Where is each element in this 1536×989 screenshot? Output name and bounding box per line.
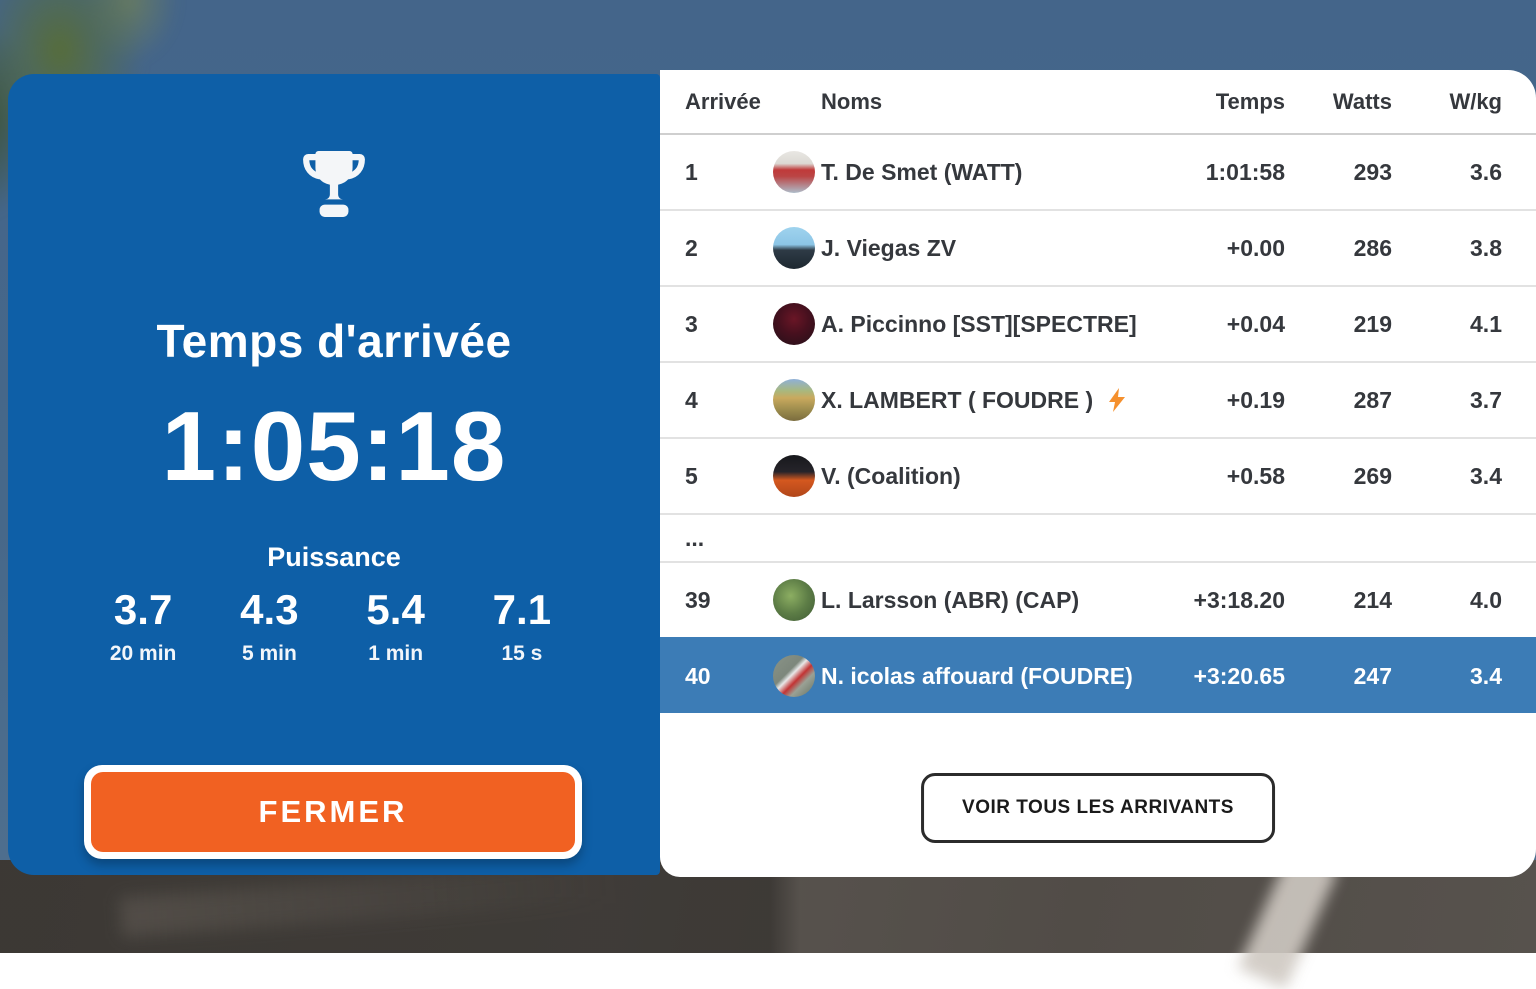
rider-name: J. Viegas ZV: [821, 235, 956, 262]
rider-avatar: [773, 227, 815, 269]
rider-name: L. Larsson (ABR) (CAP): [821, 587, 1079, 614]
table-header: Arrivée Noms Temps Watts W/kg: [660, 70, 1536, 133]
power-label: 5 min: [206, 642, 332, 666]
position-value: 39: [685, 587, 773, 614]
watts-value: 293: [1285, 159, 1392, 186]
rider-name: A. Piccinno [SST][SPECTRE]: [821, 311, 1137, 338]
header-wkg: W/kg: [1392, 89, 1502, 115]
table-row-3[interactable]: 3 A. Piccinno [SST][SPECTRE] +0.04 219 4…: [660, 285, 1536, 361]
rider-name: X. LAMBERT ( FOUDRE ): [821, 387, 1093, 414]
position-value: 1: [685, 159, 773, 186]
table-row-ellipsis: ...: [660, 513, 1536, 561]
watts-value: 286: [1285, 235, 1392, 262]
time-value: +0.04: [1165, 311, 1285, 338]
time-value: +0.58: [1165, 463, 1285, 490]
rider-avatar: [773, 303, 815, 345]
time-value: 1:01:58: [1165, 159, 1285, 186]
rider-name: T. De Smet (WATT): [821, 159, 1022, 186]
position-value: 5: [685, 463, 773, 490]
power-label: 20 min: [80, 642, 206, 666]
table-row-40-current-player[interactable]: 40 N. icolas affouard (FOUDRE) +3:20.65 …: [660, 637, 1536, 713]
power-label: 1 min: [333, 642, 459, 666]
rider-avatar: [773, 455, 815, 497]
rider-avatar: [773, 379, 815, 421]
power-value: 4.3: [206, 586, 332, 634]
rider-name: V. (Coalition): [821, 463, 961, 490]
position-value: 2: [685, 235, 773, 262]
watts-value: 214: [1285, 587, 1392, 614]
results-panel: Arrivée Noms Temps Watts W/kg 1 T. De Sm…: [660, 70, 1536, 877]
finish-summary-panel: Temps d'arrivée 1:05:18 Puissance 3.7 20…: [8, 74, 660, 875]
table-row-39[interactable]: 39 L. Larsson (ABR) (CAP) +3:18.20 214 4…: [660, 561, 1536, 637]
panel-title: Temps d'arrivée: [8, 314, 660, 368]
rider-name: N. icolas affouard (FOUDRE): [821, 663, 1133, 690]
watts-value: 219: [1285, 311, 1392, 338]
header-temps: Temps: [1165, 89, 1285, 115]
watts-value: 287: [1285, 387, 1392, 414]
power-value: 5.4: [333, 586, 459, 634]
time-value: +0.00: [1165, 235, 1285, 262]
rider-avatar: [773, 655, 815, 697]
table-row-1[interactable]: 1 T. De Smet (WATT) 1:01:58 293 3.6: [660, 133, 1536, 209]
watts-value: 269: [1285, 463, 1392, 490]
table-row-2[interactable]: 2 J. Viegas ZV +0.00 286 3.8: [660, 209, 1536, 285]
wkg-value: 3.7: [1392, 387, 1502, 414]
position-value: 40: [685, 663, 773, 690]
position-value: 4: [685, 387, 773, 414]
wkg-value: 3.8: [1392, 235, 1502, 262]
wkg-value: 3.6: [1392, 159, 1502, 186]
power-stat-1min: 5.4 1 min: [333, 586, 459, 666]
wkg-value: 3.4: [1392, 463, 1502, 490]
trophy-icon: [8, 146, 660, 231]
time-value: +0.19: [1165, 387, 1285, 414]
power-label: 15 s: [459, 642, 585, 666]
power-value: 3.7: [80, 586, 206, 634]
power-stat-5min: 4.3 5 min: [206, 586, 332, 666]
powerup-bolt-icon: [1107, 387, 1127, 413]
table-row-5[interactable]: 5 V. (Coalition) +0.58 269 3.4: [660, 437, 1536, 513]
time-value: +3:18.20: [1165, 587, 1285, 614]
close-button-label: FERMER: [91, 772, 575, 852]
wkg-value: 4.0: [1392, 587, 1502, 614]
power-stat-20min: 3.7 20 min: [80, 586, 206, 666]
power-section-title: Puissance: [8, 542, 660, 573]
wkg-value: 4.1: [1392, 311, 1502, 338]
header-noms: Noms: [821, 89, 1165, 115]
watts-value: 247: [1285, 663, 1392, 690]
view-all-finishers-button[interactable]: VOIR TOUS LES ARRIVANTS: [921, 773, 1275, 843]
header-watts: Watts: [1285, 89, 1392, 115]
position-value: 3: [685, 311, 773, 338]
table-row-4[interactable]: 4 X. LAMBERT ( FOUDRE ) +0.19 287 3.7: [660, 361, 1536, 437]
time-value: +3:20.65: [1165, 663, 1285, 690]
power-stat-15s: 7.1 15 s: [459, 586, 585, 666]
finish-time-value: 1:05:18: [8, 390, 660, 503]
wkg-value: 3.4: [1392, 663, 1502, 690]
rider-avatar: [773, 579, 815, 621]
close-button[interactable]: FERMER: [84, 765, 582, 859]
power-value: 7.1: [459, 586, 585, 634]
rider-avatar: [773, 151, 815, 193]
ellipsis-label: ...: [685, 525, 773, 552]
power-stats: 3.7 20 min 4.3 5 min 5.4 1 min 7.1 15 s: [80, 586, 585, 666]
header-arrivee: Arrivée: [685, 89, 773, 115]
